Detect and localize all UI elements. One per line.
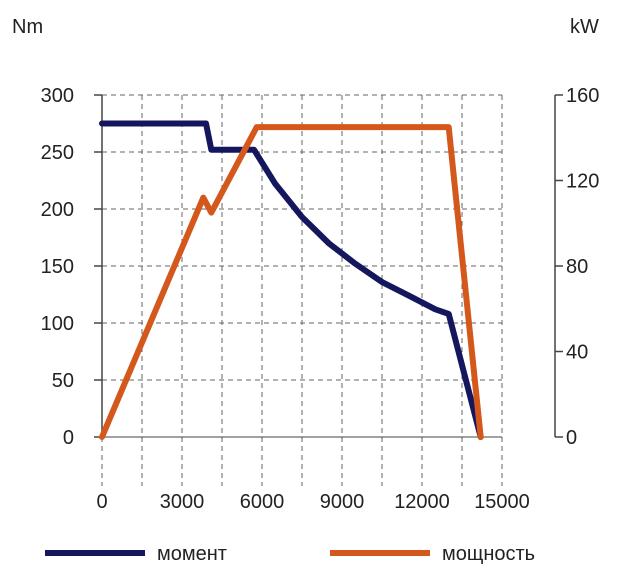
x-tick-label: 6000	[240, 491, 285, 513]
y-right-unit-label: kW	[570, 16, 599, 38]
series-line-1	[99, 124, 484, 440]
legend-label-1: мощность	[442, 543, 535, 565]
y-left-unit-label: Nm	[12, 16, 43, 38]
y-left-tick-label: 200	[41, 199, 74, 221]
y-left-tick-label: 300	[41, 85, 74, 107]
axes	[94, 94, 563, 438]
series-line-0	[99, 120, 484, 440]
x-tick-label: 15000	[474, 491, 530, 513]
y-right-tick-label: 40	[566, 342, 588, 364]
y-right-tick-label: 80	[566, 256, 588, 278]
y-right-tick-label: 160	[566, 85, 599, 107]
x-tick-label: 0	[96, 491, 107, 513]
y-left-tick-label: 250	[41, 142, 74, 164]
x-tick-label: 9000	[320, 491, 365, 513]
legend: момент мощность	[45, 543, 535, 565]
y-left-tick-label: 0	[63, 427, 74, 449]
y-left-tick-label: 150	[41, 256, 74, 278]
y-right-tick-label: 120	[566, 171, 599, 193]
y-left-tick-label: 50	[52, 370, 74, 392]
series-layer	[99, 120, 484, 440]
x-tick-label: 12000	[394, 491, 450, 513]
grid	[101, 94, 503, 486]
y-left-tick-label: 100	[41, 313, 74, 335]
y-right-tick-label: 0	[566, 427, 577, 449]
legend-label-0: момент	[157, 543, 227, 565]
x-tick-label: 3000	[160, 491, 205, 513]
